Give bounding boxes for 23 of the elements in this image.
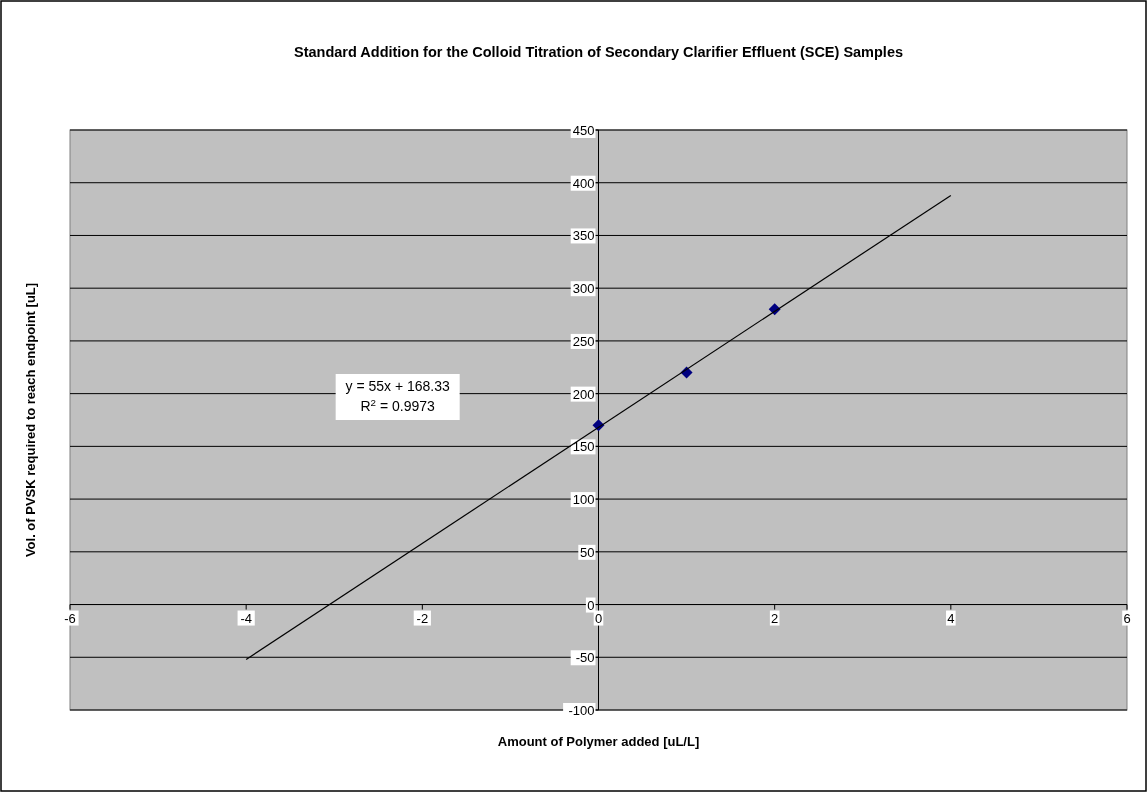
y-tick-label: 200 (572, 386, 595, 402)
x-tick-label: 2 (771, 610, 779, 626)
y-tick-label: 300 (572, 281, 595, 297)
y-tick-label: 250 (572, 333, 595, 349)
y-tick-label: -50 (575, 650, 595, 666)
chart-title: Standard Addition for the Colloid Titration of Secondary Clarifier Effluent (SCE) Samples (293, 44, 904, 60)
y-tick-label: 50 (580, 544, 595, 560)
y-tick-label: 0 (587, 597, 595, 613)
annotation: y = 55x + 168.33 (345, 378, 451, 394)
x-tick-label: 4 (947, 610, 955, 626)
annotation: R$^{2}$ = 0.9973 (360, 396, 436, 414)
x-tick-label: -4 (240, 610, 252, 626)
x-tick-label: -6 (64, 610, 76, 626)
y-tick-label: -100 (568, 703, 595, 718)
x-tick-label: -2 (416, 610, 429, 626)
y-tick-label: 400 (572, 175, 595, 191)
x-axis-title: Amount of Polymer added [uL/L] (497, 734, 700, 749)
y-tick-label: 350 (572, 228, 595, 244)
y-axis-title: Vol. of PVSK required to reach endpoint [uL] (23, 282, 38, 558)
y-tick-label: 100 (572, 492, 595, 508)
y-tick-label: 450 (572, 123, 595, 138)
y-tick-label: 150 (572, 439, 595, 455)
x-tick-label: 6 (1123, 610, 1131, 626)
